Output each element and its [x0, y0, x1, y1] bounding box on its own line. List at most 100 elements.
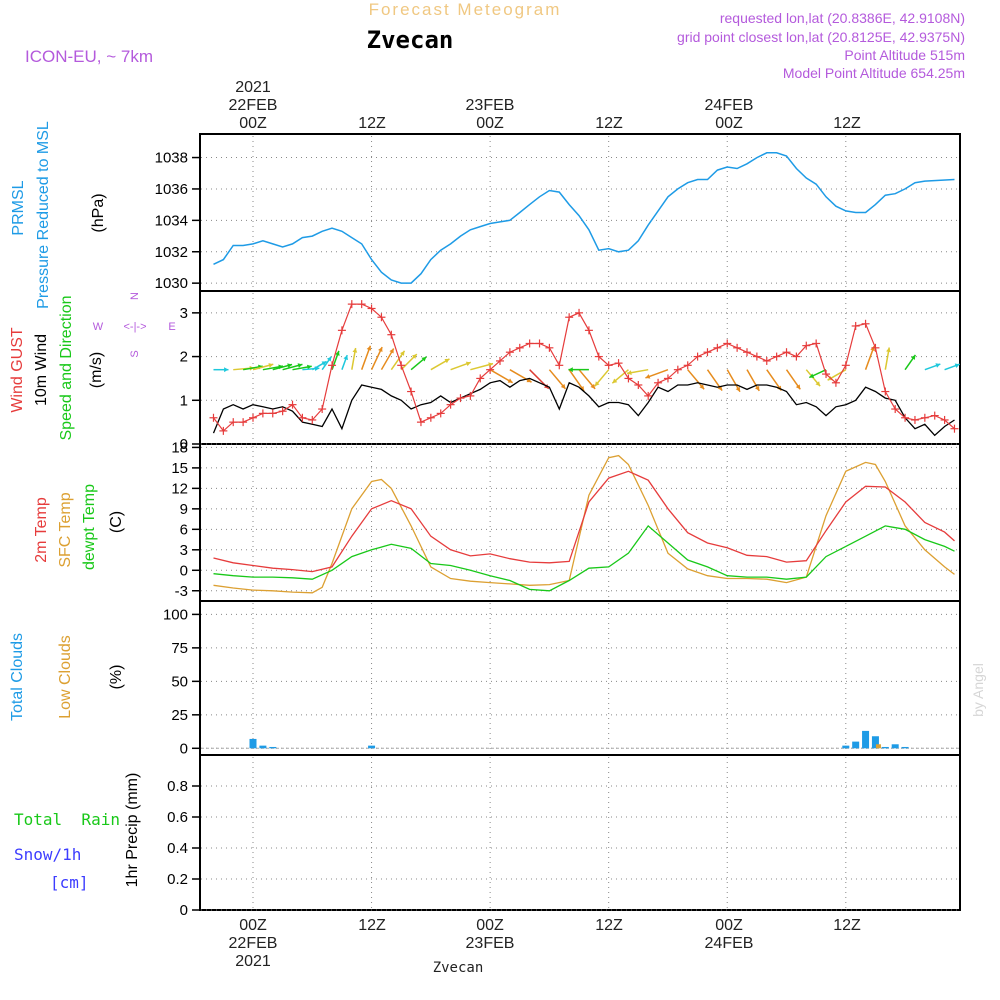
wind-arrow	[904, 354, 917, 371]
bottom-time-axis: 00Z 12Z 00Z 12Z 00Z 12Z 22FEB 23FEB 24FE…	[229, 917, 861, 976]
wind-arrow	[380, 348, 395, 371]
gust-point	[347, 300, 356, 309]
y-tick-label: 15	[171, 460, 188, 477]
wind-arrow	[746, 369, 760, 392]
gust-point	[446, 400, 455, 409]
low-cloud-bar	[875, 744, 881, 749]
gust-point	[851, 321, 860, 330]
compass-e: E	[168, 321, 175, 333]
wind-arrow	[400, 353, 418, 371]
wind-arrow	[351, 347, 358, 370]
gust-point	[416, 418, 425, 427]
wind-arrow	[864, 345, 875, 370]
y-tick-label: 0	[180, 562, 188, 579]
pressure-msl-label: Pressure Reduced to MSL	[35, 121, 52, 309]
bottom-date-2: 23FEB	[466, 935, 515, 952]
temp-unit: (C)	[108, 511, 125, 533]
wind-labels: Wind GUST 10m Wind Speed and Direction (…	[9, 292, 176, 441]
total-cloud-bar	[881, 746, 889, 749]
gust-point	[525, 339, 534, 348]
wind-arrow	[568, 369, 585, 392]
total-cloud-bar	[259, 745, 267, 749]
bottom-tick-6: 12Z	[833, 917, 861, 934]
wind-arrow	[706, 369, 723, 392]
gust-point	[584, 326, 593, 335]
pressure-series	[213, 152, 955, 284]
gust-point	[555, 361, 564, 370]
y-tick-label: 0.2	[167, 871, 188, 888]
wind-arrow	[785, 369, 801, 390]
y-tick-label: 1	[180, 392, 188, 409]
gust-point	[298, 413, 307, 422]
gust-point	[239, 418, 248, 427]
gust-point	[831, 378, 840, 387]
y-tick-label: 0.4	[167, 840, 188, 857]
gust-point	[249, 413, 257, 422]
gust-point	[604, 361, 613, 370]
precip-axis-label: 1hr Precip (mm)	[124, 773, 141, 888]
y-tick-label: 1030	[155, 275, 188, 292]
y-tick-label: 50	[171, 673, 188, 690]
model-label: ICON-EU, ~ 7km	[25, 47, 153, 66]
gust-point	[841, 361, 850, 370]
gust-point	[782, 348, 791, 357]
y-tick-label: 2	[180, 349, 188, 366]
wind-arrow	[645, 368, 669, 379]
y-tick-label: 1038	[155, 150, 188, 167]
wind-arrow	[611, 369, 629, 384]
gust-line	[213, 303, 955, 432]
gust-point	[328, 361, 337, 370]
y-tick-label: 0	[180, 740, 188, 757]
product-title: Forecast Meteogram	[369, 0, 562, 19]
gust-point	[683, 361, 692, 370]
gust-point	[713, 343, 722, 352]
wind-unit: (m/s)	[88, 352, 105, 388]
gust-point	[496, 356, 504, 365]
gust-point	[772, 352, 781, 361]
t2m-label: 2m Temp	[33, 497, 50, 563]
pressure-unit: (hPa)	[90, 193, 107, 232]
cloud-labels: Total Clouds Low Clouds (%)	[9, 633, 125, 721]
top-tick-5: 00Z	[715, 115, 743, 132]
wind-arrow	[687, 369, 705, 390]
top-year: 2021	[235, 79, 271, 96]
bottom-tick-3: 00Z	[476, 917, 504, 934]
gust-point	[644, 391, 653, 400]
gust-point	[703, 348, 712, 357]
gust-point	[367, 304, 376, 313]
total-cloud-bar	[249, 738, 257, 749]
gust-point	[575, 308, 584, 317]
y-tick-label: 1034	[155, 212, 188, 229]
total-cloud-bar	[842, 745, 850, 749]
wind-arrow	[726, 369, 741, 393]
gust-point	[930, 411, 939, 420]
snow-unit: [cm]	[50, 873, 89, 892]
gust-point	[614, 359, 623, 368]
top-date-1: 22FEB	[229, 97, 278, 114]
gust-point	[663, 374, 672, 383]
total-cloud-bar	[368, 745, 376, 749]
y-tick-label: 1036	[155, 181, 188, 198]
gust-point	[594, 352, 603, 361]
gust-point	[733, 343, 742, 352]
gust-point	[397, 361, 406, 370]
dewpt-line	[213, 524, 955, 592]
gust-point	[822, 370, 831, 379]
gust-point	[476, 374, 485, 383]
gust-point	[654, 378, 663, 387]
wind-arrow	[884, 347, 891, 370]
prmsl-line	[213, 152, 955, 284]
y-tick-label: 6	[180, 521, 188, 538]
requested-coords: requested lon,lat (20.8386E, 42.9108N)	[720, 10, 965, 26]
gust-point	[387, 330, 396, 339]
wind-arrow	[213, 367, 229, 373]
gust-point	[752, 352, 761, 361]
wind-arrows	[213, 345, 960, 393]
y-tick-label: 25	[171, 707, 188, 724]
wind-arrow	[450, 361, 472, 371]
y-tick-label: 75	[171, 640, 188, 657]
bottom-tick-1: 00Z	[239, 917, 267, 934]
gust-point	[407, 387, 416, 396]
gust-point	[278, 407, 287, 416]
top-time-axis: 2021 22FEB 23FEB 24FEB 00Z 12Z 00Z 12Z 0…	[229, 79, 861, 132]
